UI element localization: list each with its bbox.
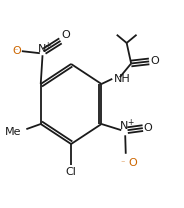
Text: O: O xyxy=(61,30,70,40)
Text: Me: Me xyxy=(5,127,22,137)
Text: O: O xyxy=(144,123,153,133)
Text: N: N xyxy=(120,121,128,131)
Text: O: O xyxy=(128,158,137,168)
Text: Cl: Cl xyxy=(66,167,77,177)
Text: O: O xyxy=(12,46,21,56)
Text: +: + xyxy=(44,41,51,50)
Text: NH: NH xyxy=(114,74,131,84)
Text: ⁻: ⁻ xyxy=(121,158,125,167)
Text: O: O xyxy=(150,56,159,66)
Text: ⁻: ⁻ xyxy=(14,46,18,55)
Text: +: + xyxy=(127,118,133,127)
Text: N: N xyxy=(37,44,46,54)
